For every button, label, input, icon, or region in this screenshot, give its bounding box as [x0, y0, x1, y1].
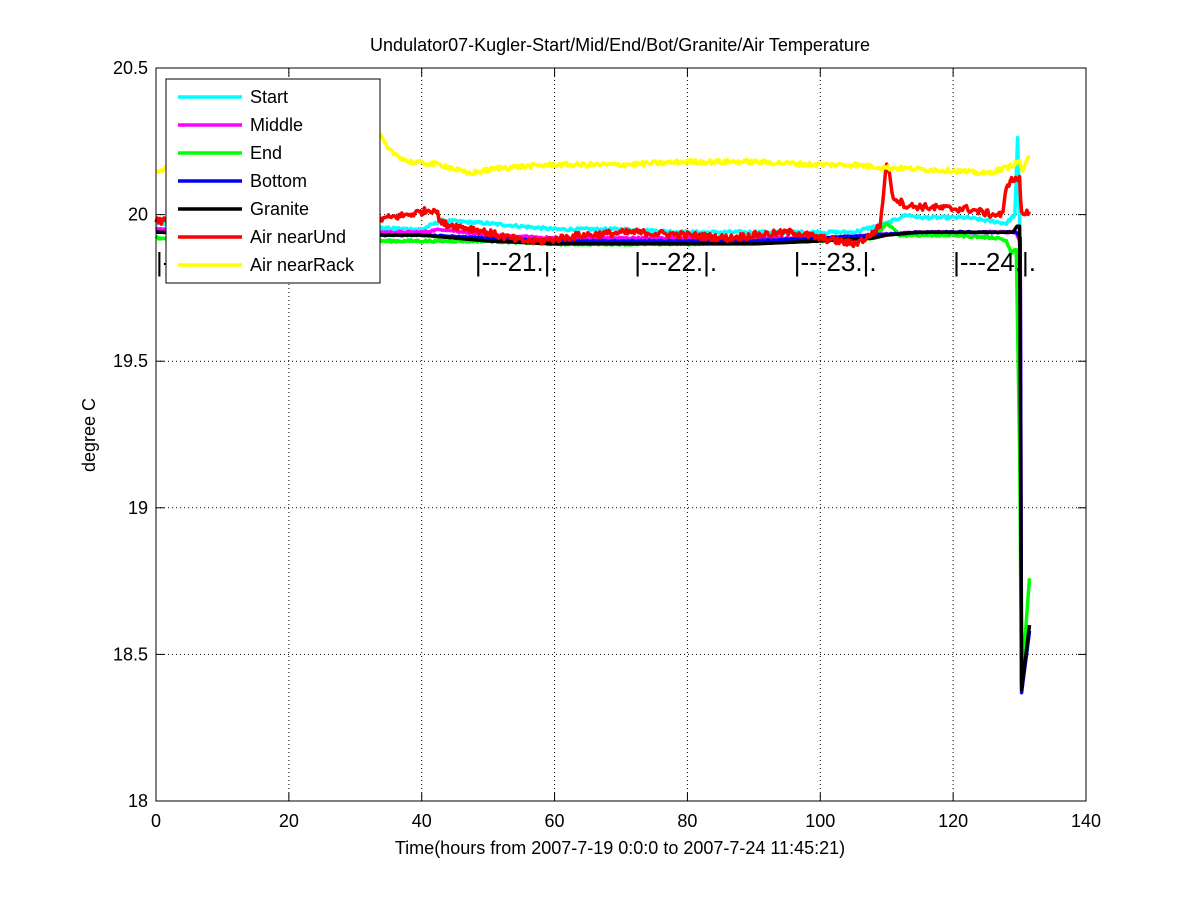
legend: Start Middle End Bottom Granite Air nearUnd Ai… [165, 78, 381, 284]
legend-label: Start [250, 87, 288, 107]
legend-label: End [250, 143, 282, 163]
x-tick-label: 40 [412, 811, 432, 831]
day-marker-label: |---21.|. [475, 247, 558, 277]
x-tick-label: 140 [1071, 811, 1101, 831]
x-axis-label: Time(hours from 2007-7-19 0:0:0 to 2007-… [395, 838, 845, 858]
chart-title: Undulator07-Kugler-Start/Mid/End/Bot/Gra… [370, 35, 870, 55]
x-tick-label: 0 [151, 811, 161, 831]
x-tick-label: 120 [938, 811, 968, 831]
y-tick-label: 19 [128, 498, 148, 518]
x-tick-label: 100 [805, 811, 835, 831]
grid [156, 68, 1086, 801]
legend-label: Air nearUnd [250, 227, 346, 247]
day-marker-label: |---22.|. [634, 247, 717, 277]
y-tick-label: 20.5 [113, 58, 148, 78]
legend-label: Bottom [250, 171, 307, 191]
x-tick-label: 60 [545, 811, 565, 831]
y-axis-label: degree C [79, 398, 99, 472]
legend-label: Granite [250, 199, 309, 219]
axes-frame [155, 67, 1087, 802]
y-tick-label: 18.5 [113, 644, 148, 664]
y-tick-label: 20 [128, 205, 148, 225]
legend-label: Middle [250, 115, 303, 135]
legend-label: Air nearRack [250, 255, 355, 275]
y-tick-label: 18 [128, 791, 148, 811]
axis-ticks: 0 20 40 60 80 100 120 140 18 18.5 19 19.5 20 20.5 [113, 58, 1101, 831]
x-tick-label: 80 [677, 811, 697, 831]
y-tick-label: 19.5 [113, 351, 148, 371]
day-marker-label: |---24.|. [953, 247, 1036, 277]
day-marker-label: |---23.|. [794, 247, 877, 277]
x-tick-label: 20 [279, 811, 299, 831]
